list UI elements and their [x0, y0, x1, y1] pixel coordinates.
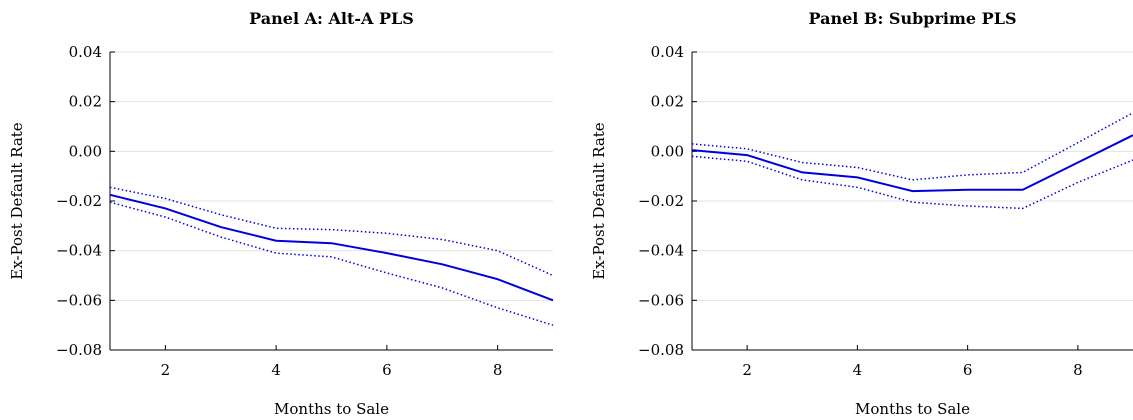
x-tick-label: 6 — [382, 361, 392, 379]
y-tick-label: 0.02 — [69, 93, 102, 111]
series-line-estimate — [691, 134, 1133, 193]
chart-panel-b: 0.04 0.02 0.00 −0.02 −0.04 −0.06 −0.08 2 4 6 8 Pane… — [590, 9, 1133, 418]
y-tick-label: 0.02 — [651, 93, 684, 111]
x-axis-label: Months to Sale — [274, 400, 389, 418]
chart-panel-a: 0.04 0.02 0.00 −0.02 −0.04 −0.06 −0.08 2 4 6 8 Pane… — [8, 9, 554, 418]
y-tick-label: −0.08 — [638, 341, 684, 359]
chart-title: Panel A: Alt-A PLS — [249, 9, 414, 28]
y-tick-label: −0.04 — [56, 242, 102, 260]
y-axis-label: Ex-Post Default Rate — [8, 122, 26, 279]
y-tick-label: 0.00 — [651, 142, 684, 160]
series-line-estimate — [109, 193, 554, 302]
y-tick-label: 0.00 — [69, 142, 102, 160]
x-tick-label: 4 — [853, 361, 863, 379]
chart-title: Panel B: Subprime PLS — [808, 9, 1016, 28]
y-axis-label: Ex-Post Default Rate — [590, 122, 608, 279]
x-tick-label: 2 — [742, 361, 752, 379]
series-line-confidence-band — [109, 201, 554, 326]
y-tick-label: −0.02 — [638, 192, 684, 210]
x-tick-label: 6 — [963, 361, 973, 379]
y-tick-label: −0.04 — [638, 242, 684, 260]
y-tick-label: −0.02 — [56, 192, 102, 210]
x-tick-label: 2 — [161, 361, 171, 379]
y-tick-label: −0.06 — [638, 291, 684, 309]
x-tick-label: 4 — [271, 361, 281, 379]
series-line-confidence-band — [691, 155, 1133, 210]
y-tick-label: 0.04 — [651, 43, 684, 61]
y-tick-label: 0.04 — [69, 43, 102, 61]
y-tick-label: −0.06 — [56, 291, 102, 309]
series-line-confidence-band — [691, 112, 1133, 181]
x-axis-label: Months to Sale — [855, 400, 970, 418]
y-tick-label: −0.08 — [56, 341, 102, 359]
x-tick-label: 8 — [1073, 361, 1083, 379]
x-tick-label: 8 — [493, 361, 503, 379]
